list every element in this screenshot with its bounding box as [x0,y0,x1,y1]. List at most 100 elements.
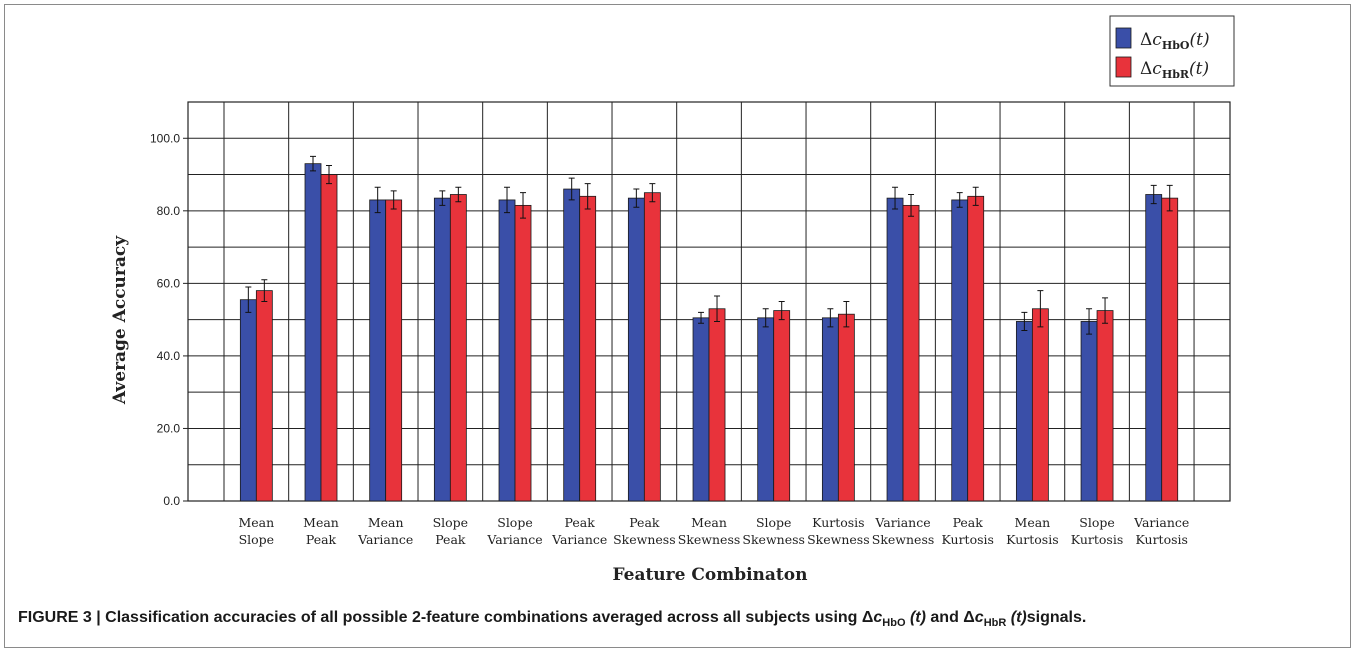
x-tick-label: Kurtosis [1006,532,1058,547]
bar-hbo [304,163,322,502]
error-bar [568,177,575,201]
figure-frame [4,4,1351,648]
x-tick-label: Slope [756,515,792,530]
figure-caption: FIGURE 3 | Classification accuracies of … [18,609,1338,629]
x-tick-label: Skewness [807,532,870,547]
legend-swatch-hbr [1115,56,1132,78]
x-tick-label: Variance [551,532,607,547]
caption-t-hbo: (t) [905,609,926,626]
error-bar [261,279,268,302]
y-axis-label: Average Accuracy [110,235,130,405]
bar-hbo [498,199,516,502]
bar-hbr [708,308,726,502]
caption-c-hbr: c [974,609,984,626]
x-tick-label: Variance [874,515,930,530]
error-bar [1166,184,1173,212]
x-tick-label: Mean [303,515,339,530]
x-tick-label: Peak [953,515,984,530]
error-bar [504,186,511,214]
caption-delta-hbo: Δ [861,609,874,626]
error-bar [908,193,915,217]
y-tick-label: 0.0 [163,494,180,508]
bar-hbo [1080,321,1098,502]
bar-hbr [1096,310,1114,502]
x-tick-label: Skewness [613,532,676,547]
bar-hbo [369,199,387,502]
legend-label-hbr: ΔcHbR(t) [1140,59,1209,81]
error-bar [843,301,850,328]
bars [239,155,1179,502]
bar-hbo [563,188,581,502]
x-tick-label: Kurtosis [812,515,864,530]
y-tick-label: 20.0 [157,421,181,435]
x-tick-label: Kurtosis [1071,532,1123,547]
x-tick-label: Slope [239,532,275,547]
caption-suffix: signals. [1026,609,1087,626]
x-tick-label: Kurtosis [1135,532,1187,547]
bar-hbo [1145,194,1163,502]
error-bar [956,192,963,208]
error-bar [714,295,721,322]
bar-hbr [643,192,661,502]
legend: ΔcHbO(t) ΔcHbR(t) [1109,15,1235,87]
bar-hbr [773,310,791,502]
x-tick-label: Slope [1079,515,1115,530]
x-tick-label: Slope [433,515,469,530]
x-tick-label: Peak [306,532,337,547]
x-tick-label: Slope [497,515,533,530]
error-bar [245,286,252,313]
bar-hbo [757,317,775,502]
x-tick-label: Peak [565,515,596,530]
error-bar [649,183,656,203]
legend-label-hbo: ΔcHbO(t) [1140,30,1210,52]
x-tick-label: Mean [368,515,404,530]
bar-hbo [239,299,257,502]
caption-t-hbr: (t) [1006,609,1027,626]
bar-hbo [627,197,645,502]
bar-hbr [967,195,985,502]
bar-hbo [821,317,839,502]
x-tick-label: Peak [629,515,660,530]
x-tick-label: Peak [435,532,466,547]
error-bar [1037,290,1044,328]
bar-hbr [320,174,338,502]
x-tick-label: Kurtosis [941,532,993,547]
x-tick-label: Variance [1133,515,1189,530]
caption-and: and [925,609,964,626]
caption-sub-hbr: HbR [983,617,1007,630]
error-bar [892,186,899,210]
error-bar [1102,297,1109,324]
error-bar [762,308,769,328]
caption-c-hbo: c [873,609,883,626]
x-tick-label: Mean [1015,515,1051,530]
y-tick-label: 100.0 [150,131,180,145]
caption-sub-hbo: HbO [882,617,906,630]
bar-hbr [514,204,532,502]
bar-hbr [1161,197,1179,502]
x-tick-label: Skewness [872,532,935,547]
x-tick-label: Skewness [742,532,805,547]
error-bar [520,192,527,219]
y-tick-label: 60.0 [157,276,181,290]
error-bar [972,186,979,206]
x-tick-label: Mean [691,515,727,530]
bar-hbo [692,317,710,502]
error-bar [455,186,462,203]
error-bar [310,155,317,172]
caption-prefix: FIGURE 3 | Classification accuracies of … [18,609,862,626]
error-bar [326,164,333,185]
bar-hbo [433,197,451,502]
bar-hbr [385,199,403,502]
bar-hbr [255,290,273,502]
bar-hbr [902,204,920,502]
caption-delta-hbr: Δ [963,609,975,626]
bar-hbo [951,199,969,502]
x-tick-label: Variance [486,532,542,547]
x-axis-label: Feature Combinaton [612,565,807,585]
x-tick-label: Skewness [678,532,741,547]
bar-hbr [1031,308,1049,502]
error-bar [374,186,381,214]
axes: 0.0 20.0 40.0 60.0 80.0 100.0 Mean Slope Mean Pea… [150,131,1189,547]
bar-hbr [449,194,467,502]
error-bar [439,190,446,206]
